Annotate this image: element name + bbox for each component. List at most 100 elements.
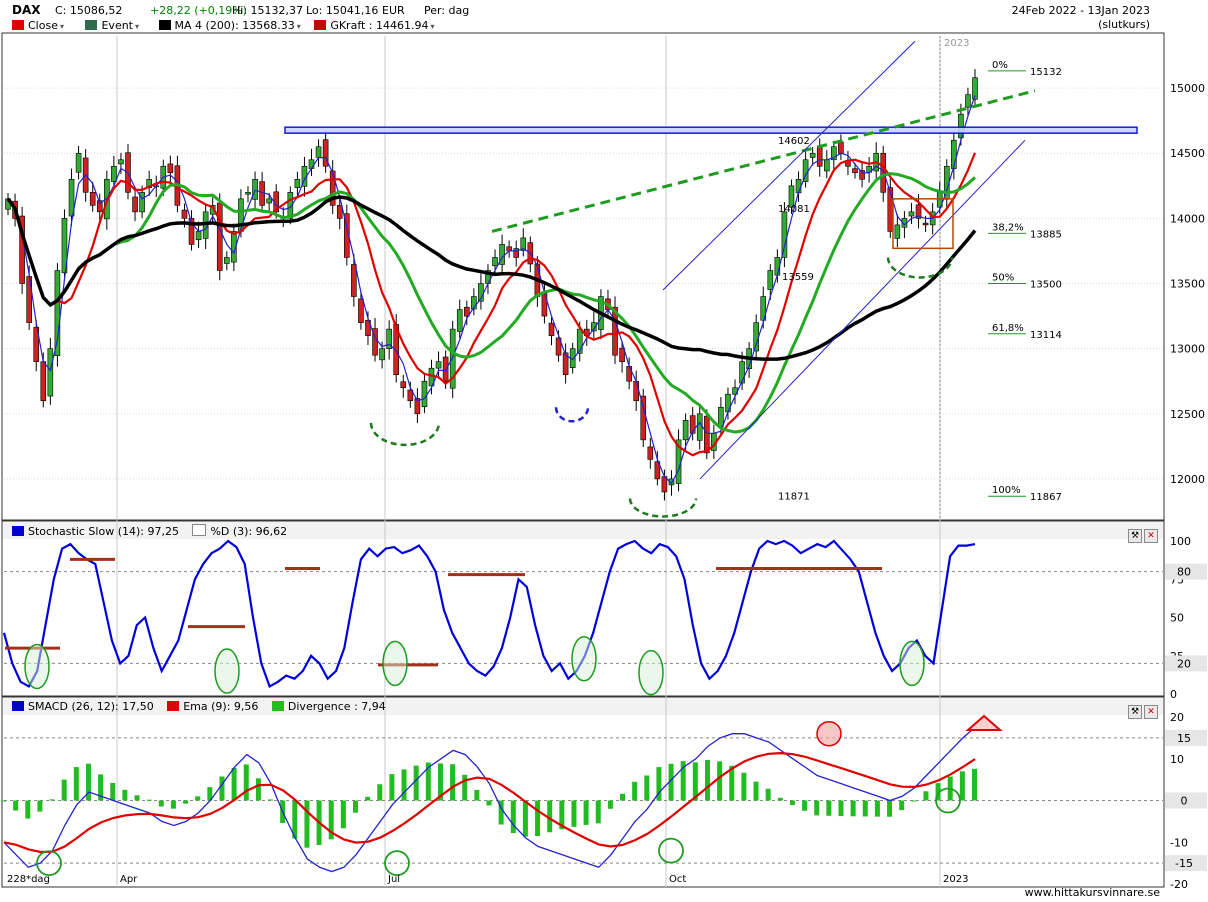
- divergence-bar: [814, 800, 820, 816]
- chevron-down-icon[interactable]: ▾: [135, 22, 140, 31]
- divergence-bar: [61, 779, 67, 801]
- stoch-level-badge: [1165, 563, 1207, 580]
- candle-body: [386, 328, 392, 349]
- legend-swatch-divergence: [271, 701, 284, 711]
- candle-body: [703, 415, 710, 454]
- stoch-level-label: 80: [1177, 566, 1191, 579]
- candle-body: [351, 264, 357, 297]
- divergence-bar: [753, 781, 759, 801]
- candle-body: [562, 352, 569, 376]
- candle-body: [47, 348, 54, 397]
- candle-body: [739, 361, 745, 384]
- divergence-bar: [401, 769, 407, 801]
- divergence-bar: [668, 763, 674, 801]
- candle-body: [89, 192, 96, 206]
- price-plot-layer: 14602 14081 13559 11871 0% 15132 38,2% 13885 50%…: [5, 40, 1138, 518]
- candle-body: [767, 270, 774, 290]
- candle-body: [259, 181, 265, 206]
- legend-close[interactable]: Close ▾: [12, 19, 64, 32]
- candle-body: [75, 152, 82, 173]
- candle-body: [668, 478, 675, 486]
- legend-event[interactable]: Event ▾: [85, 19, 139, 32]
- divergence-bar: [1, 800, 6, 802]
- divergence-bar: [777, 797, 783, 801]
- divergence-bar: [98, 774, 104, 801]
- divergence-bar: [462, 774, 468, 801]
- divergence-bar: [255, 778, 261, 801]
- divergence-bar: [122, 789, 128, 801]
- fib-pct-label: 50%: [992, 273, 1014, 284]
- stoch-oversold-marker: [24, 643, 50, 690]
- high-value: Hi: 15132,37: [232, 4, 304, 17]
- divergence-bar: [692, 762, 698, 801]
- candle-body: [894, 224, 901, 239]
- divergence-bar: [413, 765, 419, 801]
- macd-warning-triangle: [965, 714, 1003, 731]
- legend-gkraft[interactable]: GKraft : 14461.94 ▾: [314, 19, 435, 32]
- candle-body: [294, 178, 301, 188]
- chevron-down-icon[interactable]: ▾: [59, 22, 64, 31]
- divergence-bar: [607, 800, 613, 809]
- candle-body: [365, 319, 371, 336]
- chevron-down-icon[interactable]: ▾: [296, 22, 301, 31]
- y-tick-label: 13000: [1170, 343, 1205, 356]
- candle-body: [753, 322, 759, 352]
- y-tick-label: 15000: [1170, 82, 1205, 95]
- y-tick-label: 12000: [1170, 473, 1205, 486]
- divergence-bar: [13, 800, 19, 811]
- resistance-box: [284, 126, 1138, 134]
- divergence-bar: [146, 799, 152, 801]
- macd-level-label: -15: [1175, 857, 1193, 870]
- divergence-bar: [923, 791, 929, 801]
- chart-header: DAX C: 15086,52 +28,22 (+0,19%) Hi: 1513…: [0, 0, 1208, 34]
- divergence-bar: [535, 800, 541, 837]
- macd-cross-marker: [36, 850, 62, 877]
- wrench-icon[interactable]: ⚒: [1128, 529, 1142, 543]
- stochastic-panel-icons: ⚒ ✕: [1126, 523, 1158, 543]
- candle-body: [421, 380, 428, 408]
- divergence-bar: [972, 768, 977, 801]
- divergence-bar: [340, 800, 346, 829]
- channel-line-upper: [662, 40, 916, 291]
- candle-body: [831, 146, 837, 161]
- divergence-bar: [365, 796, 371, 801]
- candle-body: [315, 146, 322, 158]
- candle-body: [40, 361, 47, 402]
- period-label: Per: dag: [424, 4, 470, 17]
- legend-ma200[interactable]: MA 4 (200): 13568.33 ▾: [158, 19, 301, 32]
- price-panel-frame: [1, 32, 1165, 521]
- candle-body: [252, 178, 258, 200]
- low-value: Lo: 15041,16: [306, 4, 379, 17]
- candle-body: [816, 145, 823, 167]
- candle-body: [633, 380, 639, 402]
- x-index-label: 228*dag: [7, 874, 50, 885]
- wrench-icon[interactable]: ⚒: [1128, 705, 1142, 719]
- divergence-bar: [862, 800, 868, 817]
- candle-body: [972, 77, 978, 100]
- legend-gkraft-label: GKraft : 14461.94: [330, 19, 429, 32]
- divergence-bar: [158, 800, 164, 807]
- candle-body: [139, 192, 145, 213]
- candle-body: [61, 218, 68, 274]
- candle-body: [471, 296, 477, 310]
- stoch-level-label: 20: [1177, 657, 1191, 670]
- candle-body: [689, 415, 696, 434]
- candle-body: [859, 170, 865, 180]
- close-icon[interactable]: ✕: [1144, 705, 1158, 719]
- divergence-bar: [522, 800, 528, 837]
- divergence-bar: [195, 796, 201, 801]
- chevron-down-icon[interactable]: ▾: [430, 22, 435, 31]
- macd-level-label: 0: [1181, 795, 1188, 808]
- candle-body: [322, 139, 329, 167]
- close-icon[interactable]: ✕: [1144, 529, 1158, 543]
- y-tick-label: 13500: [1170, 278, 1205, 291]
- fib-pct-label: 100%: [992, 485, 1021, 496]
- stoch-oversold-marker: [899, 640, 925, 687]
- candle-body: [965, 94, 971, 108]
- divergence-bar: [49, 799, 55, 801]
- macd-level-label: 15: [1177, 732, 1191, 745]
- divergence-bar: [559, 800, 565, 830]
- candle-body: [287, 192, 294, 219]
- divergence-bar: [632, 781, 638, 801]
